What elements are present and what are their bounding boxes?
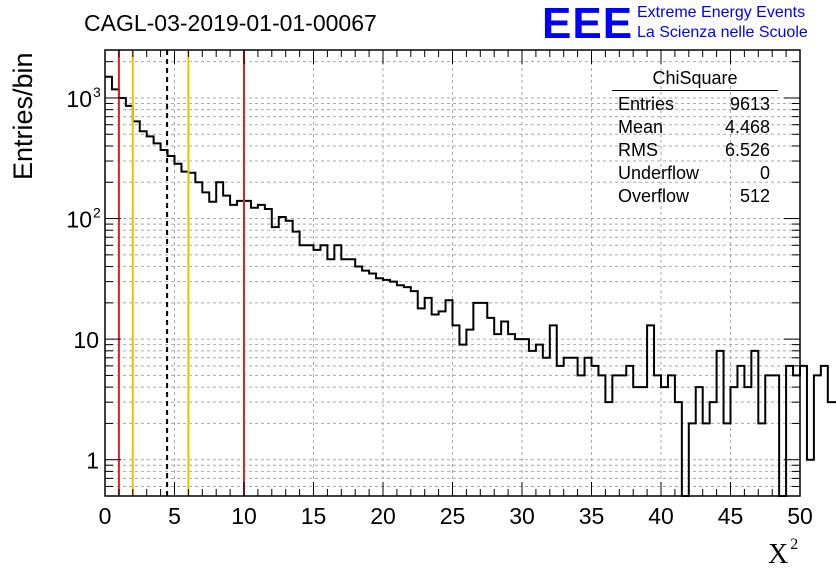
x-axis-label-superscript: 2 (790, 536, 799, 553)
y-tick-label-exponent: 2 (93, 205, 101, 221)
stats-value: 9613 (729, 94, 770, 114)
stats-title: ChiSquare (652, 68, 738, 88)
eee-logo: EEE (542, 0, 634, 48)
x-tick-label: 50 (787, 503, 813, 529)
y-tick-label: 1 (86, 448, 99, 474)
x-axis-label-text: X (768, 539, 789, 570)
x-tick-label: 5 (168, 503, 181, 529)
stats-label: Underflow (618, 163, 700, 183)
y-tick-label: 10 (66, 207, 92, 233)
y-tick-label: 10 (66, 86, 92, 112)
stats-label: Mean (618, 117, 664, 137)
stats-row-mean: Mean 4.468 (612, 116, 778, 139)
y-axis-label: Entries/bin (8, 52, 38, 180)
x-tick-label: 15 (301, 503, 327, 529)
stats-value: 4.468 (724, 117, 770, 137)
stats-row-overflow: Overflow 512 (612, 185, 778, 208)
stats-row-entries: Entries 9613 (612, 93, 778, 116)
stats-label: Overflow (618, 186, 690, 206)
x-tick-label: 0 (99, 503, 112, 529)
logo-line-1: Extreme Energy Events (637, 4, 806, 21)
stats-box: ChiSquare Entries 9613 Mean 4.468 RMS 6.526… (612, 66, 778, 208)
y-tick-label-exponent: 3 (93, 84, 101, 100)
x-tick-label: 35 (579, 503, 605, 529)
x-tick-label: 30 (509, 503, 535, 529)
x-tick-label: 40 (648, 503, 674, 529)
x-tick-label: 10 (231, 503, 257, 529)
stats-row-rms: RMS 6.526 (612, 139, 778, 162)
x-tick-label: 45 (718, 503, 744, 529)
stats-value: 512 (739, 186, 770, 206)
x-tick-label: 25 (440, 503, 466, 529)
stats-label: Entries (618, 94, 675, 114)
logo-line-2: La Scienza nelle Scuole (637, 24, 808, 41)
y-tick-label: 10 (73, 327, 99, 353)
stats-value: 6.526 (724, 140, 770, 160)
stats-divider (612, 90, 778, 91)
chart-title: CAGL-03-2019-01-01-00067 (84, 10, 377, 36)
stats-value: 0 (759, 163, 770, 183)
stats-row-underflow: Underflow 0 (612, 162, 778, 185)
stats-label: RMS (618, 140, 658, 160)
x-tick-label: 20 (370, 503, 396, 529)
